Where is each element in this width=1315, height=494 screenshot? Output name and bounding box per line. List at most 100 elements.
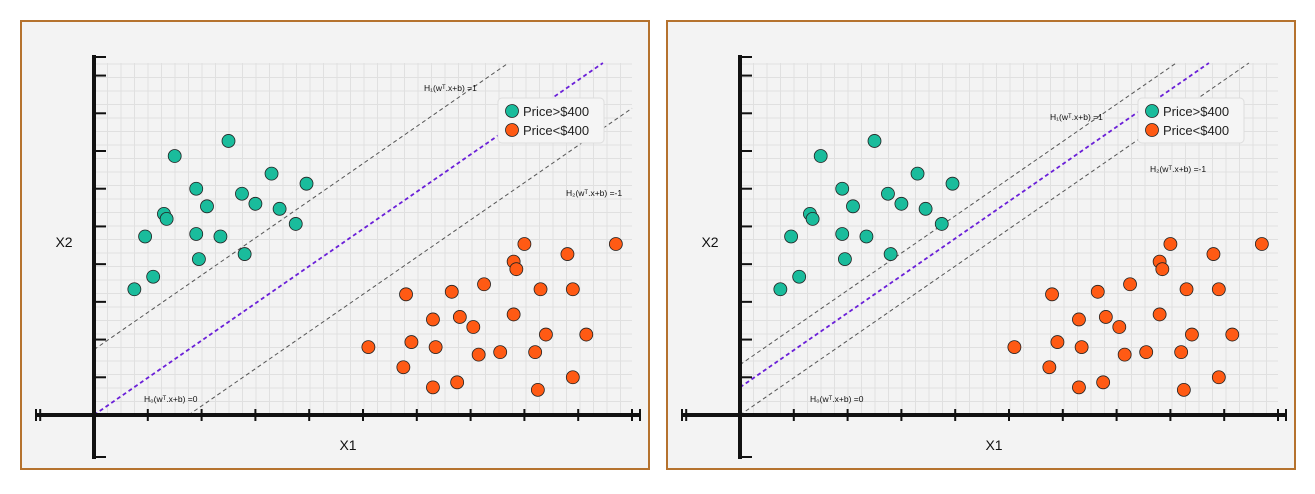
x-axis-label: X1 <box>985 437 1002 453</box>
data-point-high-price <box>805 211 820 226</box>
h1-equation: H₁(wᵀ.x+b) =1 <box>1050 112 1103 122</box>
h0-equation: H₀(wᵀ.x+b) =0 <box>144 394 198 404</box>
svm-chart-narrow-margin: X1 X2 H₁(wᵀ.x+b) =1 H₂(wᵀ.x+b) =-1 H₀(wᵀ… <box>666 20 1296 470</box>
data-point-low-price <box>426 380 440 395</box>
data-point-low-price <box>1176 382 1191 397</box>
data-point-low-price <box>1139 345 1154 360</box>
svm-chart-wide-margin: X1 X2 H₁(wᵀ.x+b) =1 H₂(wᵀ.x+b) =-1 H₀(wᵀ… <box>20 20 650 470</box>
chart-svg-right: X1 X2 H₁(wᵀ.x+b) =1 H₂(wᵀ.x+b) =-1 H₀(wᵀ… <box>681 55 1287 459</box>
data-point-low-price <box>466 320 481 334</box>
data-point-low-price <box>450 375 465 390</box>
data-point-low-price <box>565 282 580 297</box>
data-point-high-price <box>859 229 874 244</box>
data-point-low-price <box>428 340 443 355</box>
legend-marker-high <box>1145 104 1159 118</box>
y-axis-label: X2 <box>701 234 718 250</box>
data-point-high-price <box>299 176 314 191</box>
data-point-high-price <box>237 247 252 261</box>
legend: Price>$400 Price<$400 <box>1137 97 1245 144</box>
legend: Price>$400 Price<$400 <box>497 97 605 144</box>
data-point-high-price <box>235 186 249 201</box>
data-point-low-price <box>509 262 524 277</box>
data-point-high-price <box>200 199 214 214</box>
data-point-high-price <box>264 166 279 181</box>
data-point-low-price <box>506 307 521 322</box>
h2-equation: H₂(wᵀ.x+b) =-1 <box>1150 164 1206 174</box>
data-point-low-price <box>1185 327 1199 342</box>
data-point-low-price <box>1117 347 1132 362</box>
data-point-low-price <box>399 287 413 302</box>
data-point-low-price <box>1225 327 1240 342</box>
data-point-high-price <box>894 196 909 211</box>
legend-box <box>497 97 605 144</box>
data-point-high-price <box>881 186 895 201</box>
data-point-high-price <box>192 252 206 267</box>
data-point-low-price <box>1123 277 1137 292</box>
h1-equation: H₁(wᵀ.x+b) =1 <box>424 83 477 93</box>
data-point-low-price <box>452 310 467 324</box>
legend-marker-low <box>1145 123 1159 137</box>
data-point-low-price <box>404 335 419 349</box>
data-point-high-price <box>835 181 850 196</box>
data-point-low-price <box>477 277 491 292</box>
h0-hyperplane-line <box>93 62 604 416</box>
y-axis-label: X2 <box>55 234 72 250</box>
data-point-low-price <box>1090 284 1105 299</box>
data-point-low-price <box>426 312 440 327</box>
axes <box>35 55 641 459</box>
data-point-low-price <box>565 370 580 385</box>
data-point-high-price <box>867 134 882 148</box>
data-point-low-price <box>471 347 486 362</box>
data-point-low-price <box>1206 247 1221 261</box>
data-point-high-price <box>189 181 204 196</box>
data-point-low-price <box>1050 335 1065 349</box>
data-point-high-price <box>248 196 263 211</box>
data-point-low-price <box>1045 287 1059 302</box>
data-point-high-price <box>167 149 182 163</box>
data-point-high-price <box>835 227 850 241</box>
data-point-low-price <box>1174 345 1189 360</box>
data-point-low-price <box>1163 237 1178 251</box>
legend-label-low: Price<$400 <box>1163 123 1229 138</box>
data-point-low-price <box>579 327 594 342</box>
data-point-low-price <box>530 382 545 397</box>
h2-margin-line <box>739 62 1250 416</box>
data-point-low-price <box>361 340 376 355</box>
data-point-low-price <box>1098 310 1113 324</box>
data-point-low-price <box>493 345 508 360</box>
data-point-high-price <box>213 229 228 244</box>
data-point-low-price <box>444 284 459 299</box>
data-point-high-price <box>773 282 788 297</box>
data-point-high-price <box>272 201 287 216</box>
data-point-low-price <box>1007 340 1022 355</box>
data-point-low-price <box>1152 307 1167 322</box>
legend-label-high: Price>$400 <box>523 104 589 119</box>
data-point-low-price <box>1211 370 1226 385</box>
data-points <box>773 134 1269 397</box>
data-point-low-price <box>1074 340 1089 355</box>
chart-svg-left: X1 X2 H₁(wᵀ.x+b) =1 H₂(wᵀ.x+b) =-1 H₀(wᵀ… <box>35 55 641 459</box>
data-point-high-price <box>138 229 153 244</box>
hyperplane-lines <box>93 62 633 416</box>
data-point-high-price <box>813 149 828 163</box>
data-point-high-price <box>883 247 898 261</box>
data-point-high-price <box>159 211 174 226</box>
data-point-low-price <box>1042 360 1057 375</box>
data-point-low-price <box>1179 282 1194 297</box>
hyperplane-lines <box>739 62 1250 416</box>
data-point-high-price <box>288 217 303 231</box>
h1-margin-line <box>739 62 1177 366</box>
data-point-high-price <box>934 217 949 231</box>
data-point-low-price <box>396 360 411 375</box>
data-point-low-price <box>1211 282 1226 297</box>
data-point-low-price <box>1112 320 1127 334</box>
data-point-low-price <box>560 247 575 261</box>
data-point-high-price <box>784 229 799 244</box>
data-point-high-price <box>945 176 960 191</box>
data-points <box>127 134 623 397</box>
legend-label-low: Price<$400 <box>523 123 589 138</box>
data-point-low-price <box>1072 380 1086 395</box>
legend-label-high: Price>$400 <box>1163 104 1229 119</box>
x-axis-label: X1 <box>339 437 356 453</box>
data-point-low-price <box>1096 375 1111 390</box>
